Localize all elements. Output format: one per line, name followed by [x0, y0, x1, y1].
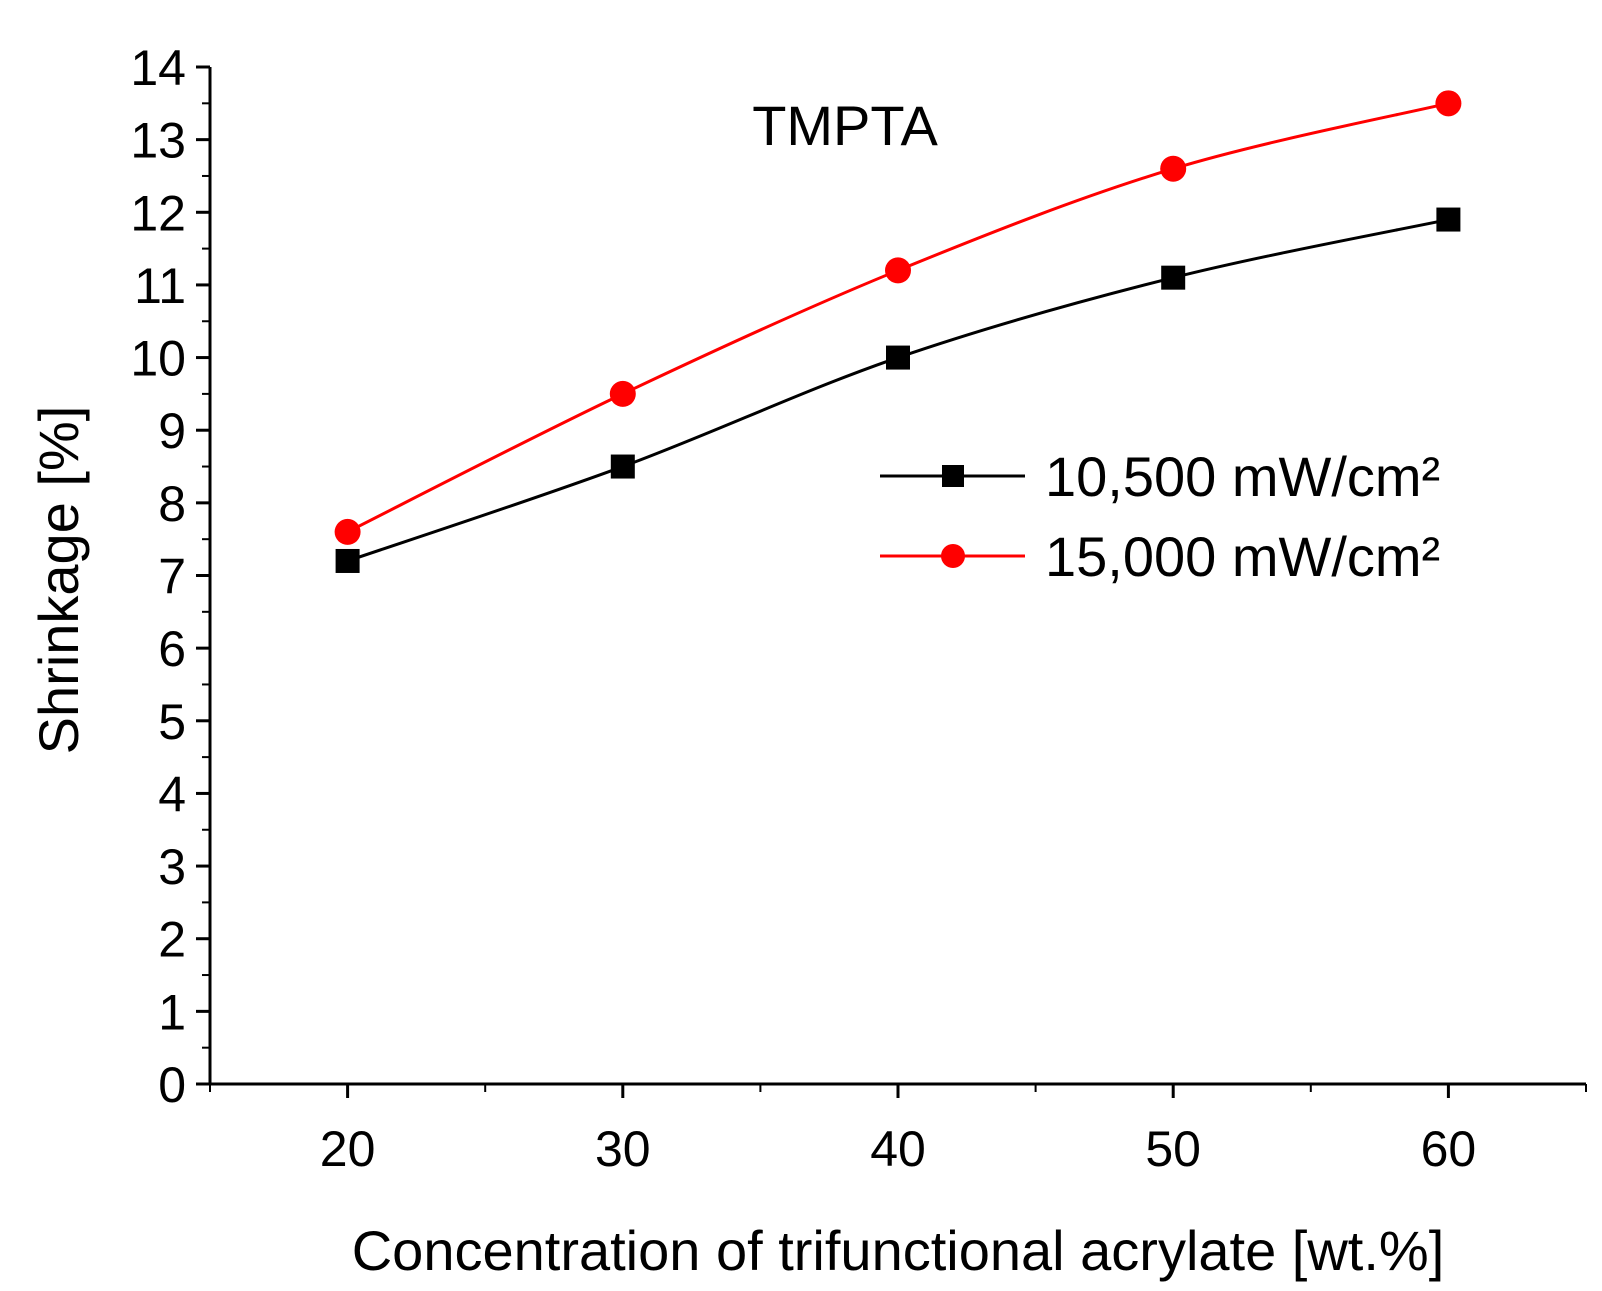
y-tick-label-14: 14 [130, 40, 186, 96]
legend: 10,500 mW/cm² 15,000 mW/cm² [880, 445, 1440, 588]
y-tick-label-8: 8 [158, 476, 186, 532]
legend-entry-series-2: 15,000 mW/cm² [880, 525, 1440, 588]
y-tick-label-10: 10 [130, 331, 186, 387]
data-point-series-2-x20 [334, 518, 361, 545]
legend-entry-series-1: 10,500 mW/cm² [880, 445, 1440, 508]
y-tick-label-5: 5 [158, 694, 186, 750]
data-point-series-1-x30 [610, 454, 635, 479]
x-tick-label-30: 30 [595, 1121, 651, 1177]
y-tick-label-7: 7 [158, 549, 186, 605]
y-tick-label-12: 12 [130, 185, 186, 241]
x-tick-label-60: 60 [1421, 1121, 1477, 1177]
data-point-series-1-x20 [335, 548, 360, 573]
y-tick-label-2: 2 [158, 912, 186, 968]
x-tick-label-20: 20 [320, 1121, 376, 1177]
y-axis-title: Shrinkage [%] [27, 406, 90, 755]
y-tick-label-13: 13 [130, 113, 186, 169]
data-point-series-2-x40 [885, 257, 911, 284]
data-point-series-2-x60 [1435, 90, 1462, 117]
x-tick-label-40: 40 [870, 1121, 926, 1177]
series-layer [334, 90, 1462, 573]
y-tick-label-1: 1 [158, 984, 186, 1040]
legend-marker-series-1 [942, 465, 964, 487]
y-tick-label-0: 0 [158, 1057, 186, 1113]
data-point-series-2-x50 [1160, 155, 1187, 182]
data-point-series-2-x30 [609, 380, 636, 407]
x-tick-label-50: 50 [1145, 1121, 1201, 1177]
y-tick-label-4: 4 [158, 766, 186, 822]
y-tick-label-9: 9 [158, 403, 186, 459]
y-tick-label-3: 3 [158, 839, 186, 895]
chart-annotation: TMPTA [752, 94, 938, 157]
legend-label-series-2: 15,000 mW/cm² [1045, 525, 1440, 588]
legend-marker-series-2 [941, 544, 965, 568]
data-point-series-1-x50 [1161, 265, 1186, 290]
x-axis-title: Concentration of trifunctional acrylate … [352, 1219, 1445, 1282]
data-point-series-1-x60 [1436, 207, 1461, 232]
legend-label-series-1: 10,500 mW/cm² [1045, 445, 1440, 508]
y-tick-label-11: 11 [134, 258, 186, 314]
data-point-series-1-x40 [886, 345, 910, 370]
y-tick-label-6: 6 [158, 621, 186, 677]
